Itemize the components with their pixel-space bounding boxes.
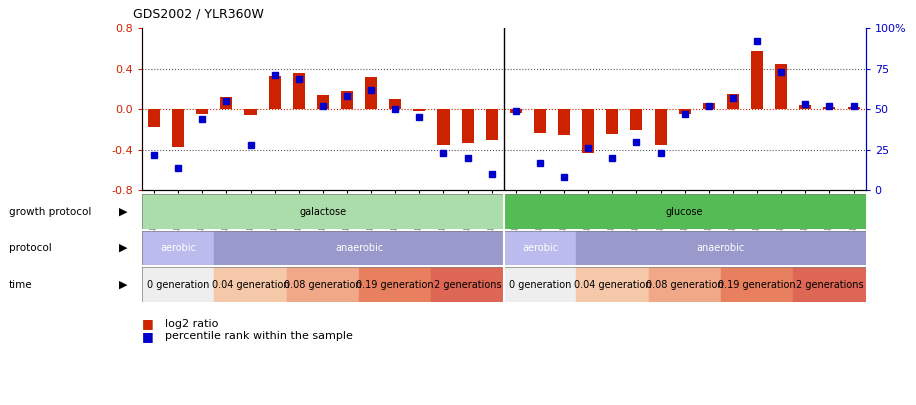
Text: 0.19 generation: 0.19 generation [718,279,796,290]
Bar [268,76,280,109]
Text: 2 generations: 2 generations [434,279,501,290]
Text: 0 generation: 0 generation [147,279,210,290]
Bar [359,267,431,302]
Bar [655,109,667,145]
Text: ▶: ▶ [119,279,127,290]
Bar [793,267,866,302]
Bar [703,103,714,109]
Text: ■: ■ [142,330,154,343]
Text: time: time [9,279,33,290]
Bar [142,231,214,265]
Text: 0.08 generation: 0.08 generation [646,279,724,290]
Bar [649,267,721,302]
Text: 0.04 generation: 0.04 generation [573,279,651,290]
Text: galactose: galactose [300,207,346,217]
Bar [341,91,353,109]
Bar [504,231,576,265]
Bar [214,267,287,302]
Bar [245,109,256,115]
Bar [576,267,649,302]
Bar [504,267,576,302]
Text: aerobic: aerobic [522,243,558,253]
Bar [823,107,835,109]
Bar [485,109,497,140]
Bar [413,109,425,111]
Bar [558,109,570,134]
Bar [504,194,866,229]
Text: ▶: ▶ [119,243,127,253]
Text: percentile rank within the sample: percentile rank within the sample [165,331,353,341]
Text: 2 generations: 2 generations [796,279,863,290]
Text: 0.19 generation: 0.19 generation [356,279,434,290]
Bar [630,109,642,130]
Bar [142,194,504,229]
Bar [142,267,214,302]
Bar [389,99,401,109]
Bar [727,94,739,109]
Bar [800,105,812,109]
Text: anaerobic: anaerobic [335,243,383,253]
Text: GDS2002 / YLR360W: GDS2002 / YLR360W [133,7,264,20]
Bar [438,109,450,145]
Text: aerobic: aerobic [160,243,196,253]
Bar [583,109,594,153]
Text: 0.04 generation: 0.04 generation [212,279,289,290]
Bar [293,73,305,109]
Bar [431,267,504,302]
Bar [462,109,474,143]
Bar [148,109,160,126]
Text: anaerobic: anaerobic [697,243,745,253]
Bar [510,109,522,113]
Bar [576,231,866,265]
Bar [317,95,329,109]
Text: growth protocol: growth protocol [9,207,92,217]
Bar [721,267,793,302]
Bar [679,109,691,114]
Bar [172,109,184,147]
Bar [751,51,763,109]
Text: glucose: glucose [666,207,703,217]
Text: 0 generation: 0 generation [508,279,572,290]
Text: ■: ■ [142,318,154,330]
Text: 0.08 generation: 0.08 generation [284,279,362,290]
Bar [214,231,504,265]
Bar [775,64,787,109]
Bar [196,109,208,114]
Bar [287,267,359,302]
Text: ▶: ▶ [119,207,127,217]
Bar [847,107,859,109]
Bar [365,77,377,109]
Bar [534,109,546,133]
Bar [606,109,618,134]
Text: protocol: protocol [9,243,52,253]
Bar [221,97,233,109]
Text: log2 ratio: log2 ratio [165,319,218,329]
